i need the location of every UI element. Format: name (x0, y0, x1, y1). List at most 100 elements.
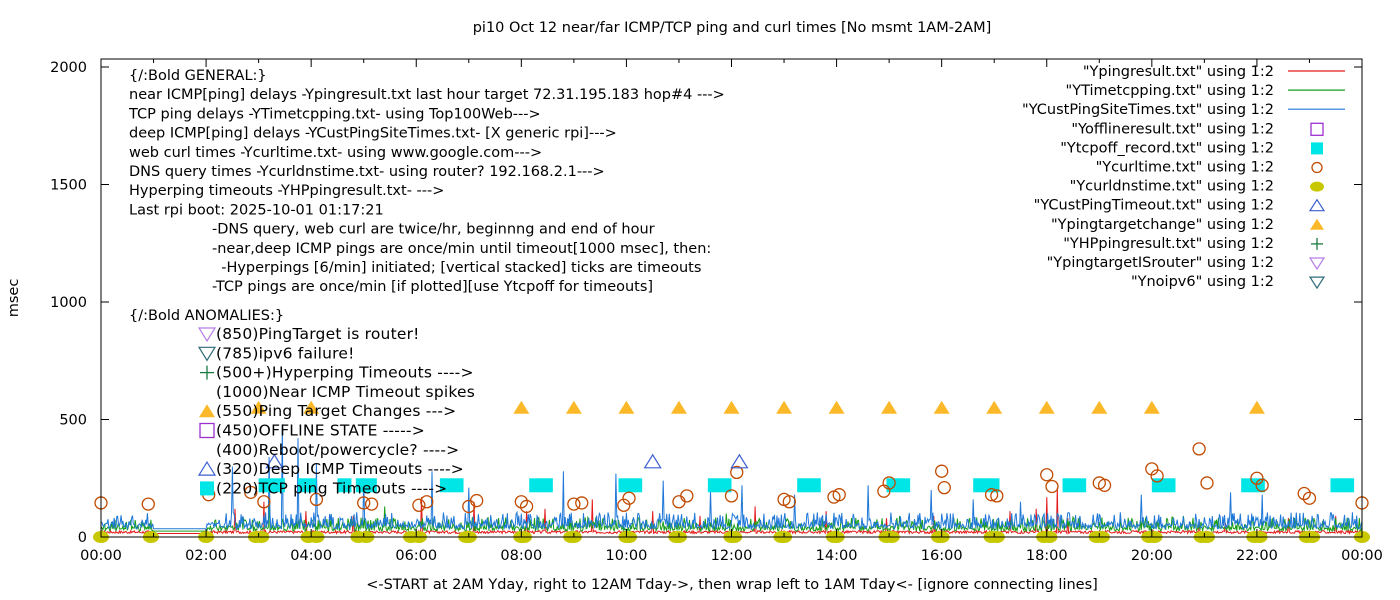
legend-label: "Yofflineresult.txt" using 1:2 (1071, 121, 1274, 137)
x-tick-label: 02:00 (185, 548, 227, 564)
note-line: -Hyperpings [6/min] initiated; [vertical… (212, 260, 701, 276)
curl-time-marker (412, 498, 426, 512)
filled-triangle-marker (776, 400, 793, 414)
tcp-off-marker (298, 478, 317, 493)
curl-time-marker (984, 488, 999, 502)
curl-time-marker (1040, 468, 1054, 482)
filled-triangle-marker (303, 400, 320, 414)
tick-layer: 0 500 1000 1500 2000 00:00 02:00 04:00 06:00 08:0… (50, 59, 1383, 564)
legend-label: "Ycurldnstime.txt" using 1:2 (1070, 179, 1274, 195)
curl-time-marker (257, 495, 271, 509)
filled-triangle-marker (1091, 400, 1108, 414)
note-line: -DNS query, web curl are twice/hr, begin… (212, 222, 655, 238)
anomaly-legend-icon (197, 327, 217, 343)
legend-label: "Ypingtargetchange" using 1:2 (1051, 217, 1274, 233)
curl-time-marker (1045, 479, 1059, 494)
curl-time-marker (519, 499, 534, 514)
curl-time-marker (782, 495, 796, 509)
curl-time-marker (832, 488, 846, 502)
open-triangle-marker (730, 453, 749, 469)
curl-time-marker (1297, 486, 1311, 501)
curl-time-marker (141, 497, 155, 511)
curl-time-marker (470, 493, 484, 508)
curl-time-marker (937, 480, 951, 495)
general-line: Hyperping timeouts -YHPpingresult.txt- -… (129, 183, 444, 199)
legend-marker-swatch (1308, 257, 1326, 271)
general-line: near ICMP[ping] delays -Ypingresult.txt … (129, 87, 725, 103)
legend-label: "YCustPingSiteTimes.txt" using 1:2 (1022, 102, 1274, 118)
curl-time-marker (1255, 478, 1269, 492)
legend-marker-swatch (1311, 237, 1323, 250)
curl-time-marker (1302, 491, 1317, 505)
legend-label: "Ytcpoff_record.txt" using 1:2 (1060, 140, 1274, 156)
tcp-off-marker (1330, 478, 1355, 493)
filled-triangle-marker (723, 400, 740, 414)
anomaly-legend-icon (200, 365, 214, 380)
anomaly-legend-icon (197, 460, 217, 476)
legend-label: "Ypingresult.txt" using 1:2 (1083, 64, 1274, 80)
filled-triangle-marker (1248, 400, 1265, 414)
anomaly-legend-icon (197, 346, 217, 362)
legend-label: "YpingtargetISrouter" using 1:2 (1047, 255, 1274, 271)
filled-triangle-marker (986, 400, 1003, 414)
y-tick-label: 0 (78, 530, 87, 546)
x-tick-label: 14:00 (816, 548, 858, 564)
legend-marker-swatch (1308, 198, 1326, 212)
filled-triangle-marker (250, 400, 267, 414)
anomaly-line: (550)Ping Target Changes ---> (216, 402, 456, 420)
x-tick-label: 18:00 (1026, 548, 1068, 564)
filled-triangle-marker (1038, 400, 1055, 414)
legend-marker-swatch (1311, 142, 1323, 155)
anomaly-line: (500+)Hyperping Timeouts ----> (216, 364, 474, 382)
x-tick-label: 06:00 (395, 548, 437, 564)
curl-time-marker (364, 497, 379, 511)
curl-time-marker (617, 498, 631, 512)
filled-triangle-marker (881, 400, 898, 414)
legend-label: "YCustPingTimeout.txt" using 1:2 (1034, 198, 1274, 214)
tcp-off-marker (258, 478, 285, 493)
curl-time-marker (420, 495, 434, 509)
x-tick-label: 08:00 (500, 548, 542, 564)
curl-time-marker (1145, 462, 1159, 476)
general-line: Last rpi boot: 2025-10-01 01:17:21 (129, 202, 384, 218)
anomaly-legend-icon (200, 481, 214, 496)
legend-label: "Ycurltime.txt" using 1:2 (1096, 160, 1274, 176)
filled-triangle-marker (933, 400, 950, 414)
legend: "Ypingresult.txt" using 1:2 "YTimetcpping… (1022, 64, 1345, 290)
curl-time-marker (244, 485, 258, 500)
curl-time-marker (357, 496, 371, 510)
anomaly-line: (450)OFFLINE STATE -----> (216, 422, 425, 440)
tcp-off-marker (707, 478, 732, 493)
curl-time-marker (309, 492, 324, 507)
x-axis-label: <-START at 2AM Yday, right to 12AM Tday-… (366, 577, 1098, 593)
anomaly-legend-icon (199, 404, 215, 418)
filled-triangle-marker (618, 400, 635, 414)
tcp-off-marker (355, 478, 377, 493)
curl-time-marker (1097, 478, 1112, 492)
filled-triangle-marker (1143, 400, 1160, 414)
y-tick-label: 1000 (50, 295, 87, 311)
open-triangle-marker (643, 453, 662, 469)
tcp-off-marker (337, 478, 352, 493)
curl-time-marker (680, 489, 694, 503)
legend-label: "Ynoipv6" using 1:2 (1131, 274, 1274, 290)
legend-label: "YHPpingresult.txt" using 1:2 (1063, 236, 1274, 252)
curl-time-marker (575, 496, 589, 510)
filled-triangle-marker (828, 400, 845, 414)
curl-time-marker (567, 497, 581, 511)
x-tick-label: 04:00 (290, 548, 332, 564)
filled-triangle-marker (513, 400, 530, 414)
x-tick-label: 00:00 (1341, 548, 1383, 564)
chart-title: pi10 Oct 12 near/far ICMP/TCP ping and c… (473, 20, 992, 36)
y-tick-label: 500 (59, 413, 87, 429)
anomaly-line: (400)Reboot/powercycle? ----> (216, 441, 459, 459)
legend-marker-swatch (1310, 122, 1324, 136)
series-line-2 (100, 424, 1363, 531)
x-tick-label: 00:00 (80, 548, 122, 564)
curl-time-marker (514, 495, 528, 509)
tcp-off-marker (618, 478, 643, 493)
curl-time-marker (1250, 471, 1264, 485)
legend-marker-swatch (1310, 181, 1324, 192)
curl-time-marker (730, 465, 744, 480)
